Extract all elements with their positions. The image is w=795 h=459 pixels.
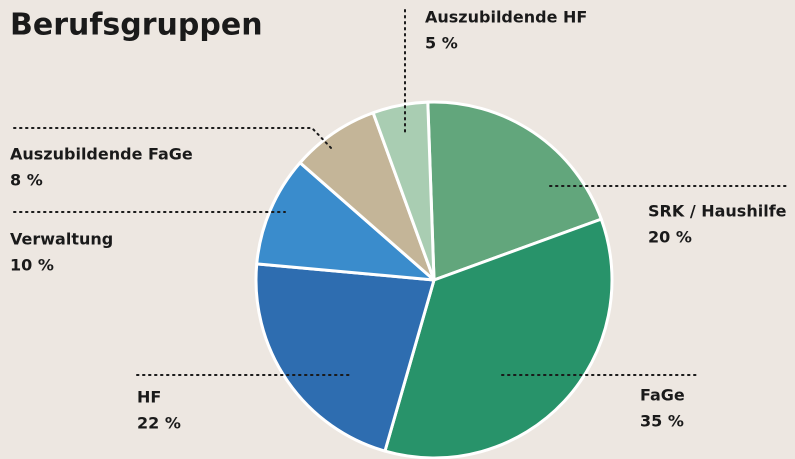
pie-slice [254,262,436,453]
value-label: 22 % [137,414,181,433]
chart-title: Berufsgruppen [10,8,263,43]
slice-label: Verwaltung [10,230,113,249]
slice-label: HF [137,388,161,407]
value-label: 35 % [640,412,684,431]
value-label: 8 % [10,171,43,190]
slice-label: SRK / Haushilfe [648,202,787,221]
value-label: 20 % [648,228,692,247]
pie-slice [426,100,603,282]
pie-slice [298,111,436,282]
pie-slice [383,217,614,459]
leader-line [13,127,334,151]
slice-label: FaGe [640,386,685,405]
slice-label: Auszubildende HF [425,8,587,27]
pie-slice [371,100,436,282]
value-label: 10 % [10,256,54,275]
slice-label: Auszubildende FaGe [10,145,193,164]
pie-slice [255,161,436,282]
value-label: 5 % [425,34,458,53]
